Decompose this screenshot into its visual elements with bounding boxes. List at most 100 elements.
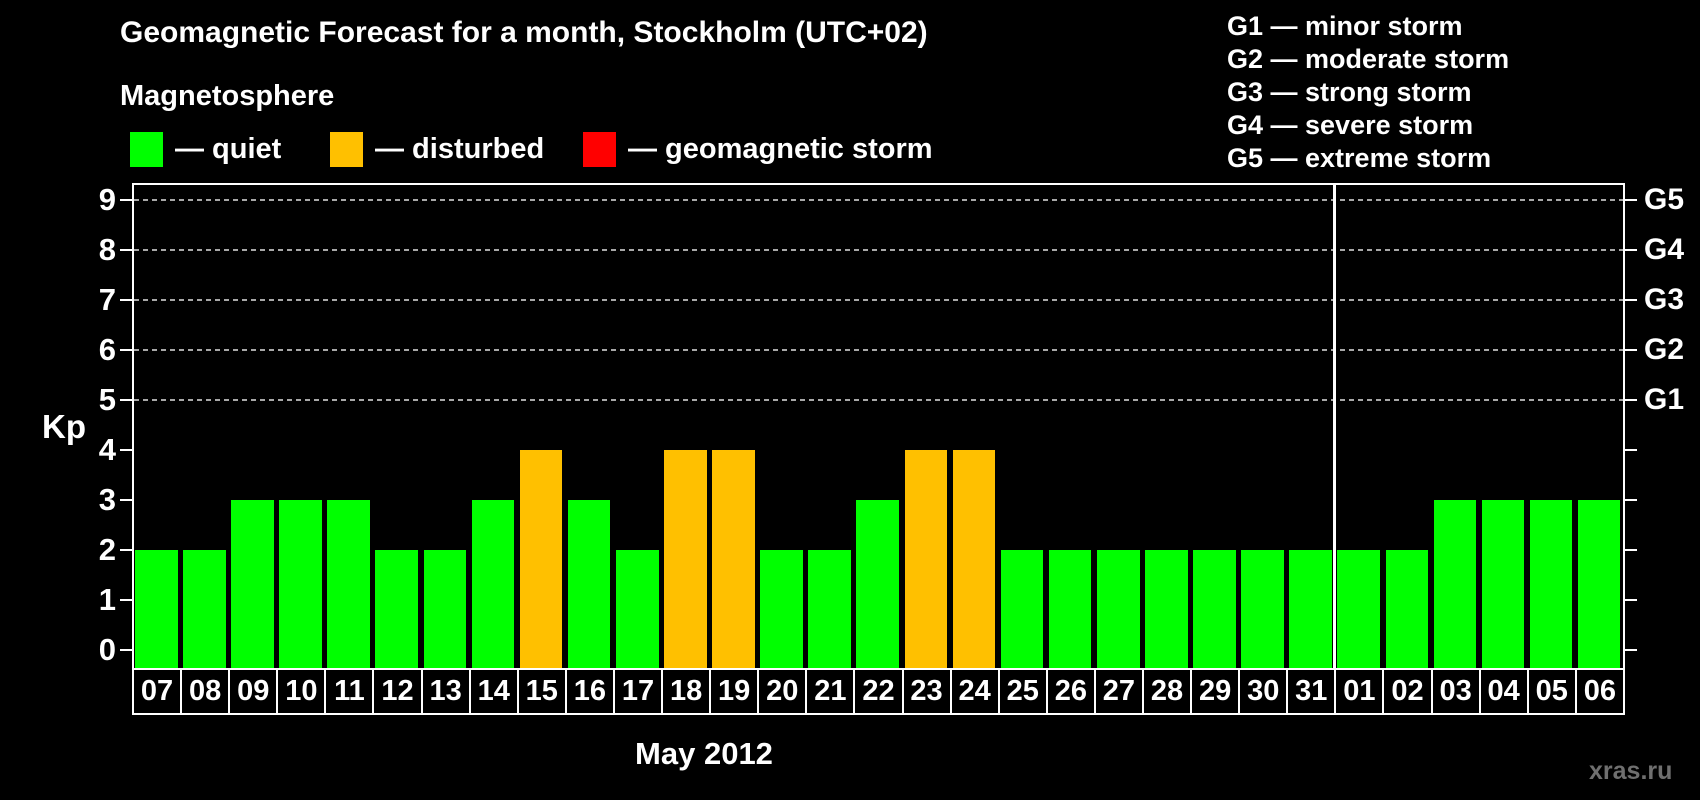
bar-day-27-kp-2 (1096, 550, 1140, 668)
legend-item-label: — quiet (175, 133, 282, 165)
g-axis-label-G4: G4 (1644, 233, 1685, 266)
gridline-kp-8 (134, 249, 1623, 251)
bars-layer (132, 183, 1623, 668)
bar-day-28-kp-2 (1145, 550, 1188, 668)
g-legend-line-5: G5 — extreme storm (1227, 143, 1492, 173)
y-tick-label-2: 2 (98, 532, 116, 567)
legend-item-storm: — geomagnetic storm (583, 132, 933, 167)
day-label-16: 16 (564, 670, 613, 713)
bar-day-13-kp-2 (423, 550, 467, 668)
y-tick-label-0: 0 (98, 632, 116, 667)
day-label-10: 10 (276, 670, 324, 713)
y-tick-label-8: 8 (98, 232, 116, 267)
day-label-11: 11 (324, 670, 372, 713)
bar-day-14-kp-3 (471, 500, 515, 668)
day-label-03: 03 (1430, 670, 1479, 713)
day-label-01: 01 (1334, 670, 1382, 713)
y-tick-label-5: 5 (98, 382, 116, 417)
y-tick-8 (120, 249, 132, 251)
bar-day-09-kp-3 (231, 500, 274, 668)
right-tick-7 (1625, 299, 1637, 301)
right-tick-1 (1625, 599, 1637, 601)
g-axis-label-G5: G5 (1644, 183, 1685, 216)
right-tick-8 (1625, 249, 1637, 251)
g-legend-line-3: G3 — strong storm (1227, 77, 1472, 107)
storm-swatch-icon (583, 132, 616, 167)
bar-day-02-kp-2 (1385, 550, 1429, 668)
bar-day-23-kp-4 (904, 450, 948, 668)
bar-day-08-kp-2 (183, 550, 226, 668)
day-label-14: 14 (468, 670, 517, 713)
bar-day-29-kp-2 (1193, 550, 1236, 668)
bar-day-20-kp-2 (760, 550, 803, 668)
plot-top-border (132, 183, 1625, 185)
bar-day-21-kp-2 (808, 550, 851, 668)
legend-item-disturbed: — disturbed (330, 132, 544, 167)
y-tick-6 (120, 349, 132, 351)
g-legend-line-1: G1 — minor storm (1227, 11, 1463, 41)
y-tick-7 (120, 299, 132, 301)
g-axis-label-G3: G3 (1644, 283, 1685, 316)
day-label-12: 12 (372, 670, 420, 713)
right-tick-2 (1625, 549, 1637, 551)
bar-day-10-kp-3 (279, 500, 322, 668)
day-label-23: 23 (901, 670, 950, 713)
bar-day-16-kp-3 (567, 500, 611, 668)
gridline-kp-7 (134, 299, 1623, 301)
g-axis-label-G1: G1 (1644, 383, 1685, 416)
bar-day-12-kp-2 (375, 550, 419, 668)
day-label-17: 17 (612, 670, 661, 713)
y-tick-9 (120, 199, 132, 201)
day-label-15: 15 (516, 670, 565, 713)
y-tick-0 (120, 649, 132, 651)
right-tick-6 (1625, 349, 1637, 351)
bar-day-18-kp-4 (664, 450, 707, 668)
y-tick-label-4: 4 (98, 432, 116, 467)
day-label-21: 21 (805, 670, 853, 713)
y-axis-line (132, 183, 134, 668)
g-legend-line-2: G2 — moderate storm (1227, 44, 1510, 74)
right-tick-5 (1625, 399, 1637, 401)
day-label-08: 08 (180, 670, 228, 713)
y-tick-label-1: 1 (98, 582, 116, 617)
day-label-07: 07 (140, 675, 174, 707)
y-tick-3 (120, 499, 132, 501)
bar-day-05-kp-3 (1529, 500, 1573, 668)
bar-day-25-kp-2 (1000, 550, 1044, 668)
bar-day-24-kp-4 (952, 450, 996, 668)
day-label-04: 04 (1478, 670, 1527, 713)
disturbed-swatch-icon (330, 132, 363, 167)
day-label-26: 26 (1045, 670, 1094, 713)
day-label-28: 28 (1141, 670, 1190, 713)
day-label-20: 20 (757, 670, 805, 713)
day-label-02: 02 (1382, 670, 1430, 713)
gridline-kp-6 (134, 349, 1623, 351)
x-axis-month-label: May 2012 (635, 736, 773, 771)
bar-day-22-kp-3 (856, 500, 900, 668)
right-tick-3 (1625, 499, 1637, 501)
day-label-06: 06 (1574, 670, 1623, 713)
day-label-30: 30 (1238, 670, 1286, 713)
y-tick-label-9: 9 (98, 182, 116, 217)
bar-day-01-kp-2 (1337, 550, 1380, 668)
day-label-05: 05 (1526, 670, 1575, 713)
day-label-18: 18 (661, 670, 709, 713)
day-label-13: 13 (420, 670, 469, 713)
day-label-22: 22 (853, 670, 901, 713)
legend-item-label: — geomagnetic storm (628, 133, 933, 165)
magnetosphere-label: Magnetosphere (120, 80, 335, 112)
day-label-25: 25 (997, 670, 1046, 713)
y-tick-5 (120, 399, 132, 401)
g-scale-legend: G1 — minor storm G2 — moderate storm G3 — … (1227, 10, 1509, 175)
y-tick-label-3: 3 (98, 482, 116, 517)
bar-day-11-kp-3 (327, 500, 370, 668)
x-axis-day-labels: 07 08 09 10 11 12 13 14 15 16 17 18 19 20 21 22 23 24 25 26… (132, 668, 1625, 715)
bar-day-30-kp-2 (1241, 550, 1284, 668)
y-tick-label-7: 7 (98, 282, 116, 317)
gridline-kp-9 (134, 199, 1623, 201)
day-label-19: 19 (709, 670, 757, 713)
y-tick-label-6: 6 (98, 332, 116, 367)
day-label-09: 09 (228, 670, 276, 713)
right-axis-line (1623, 183, 1625, 670)
